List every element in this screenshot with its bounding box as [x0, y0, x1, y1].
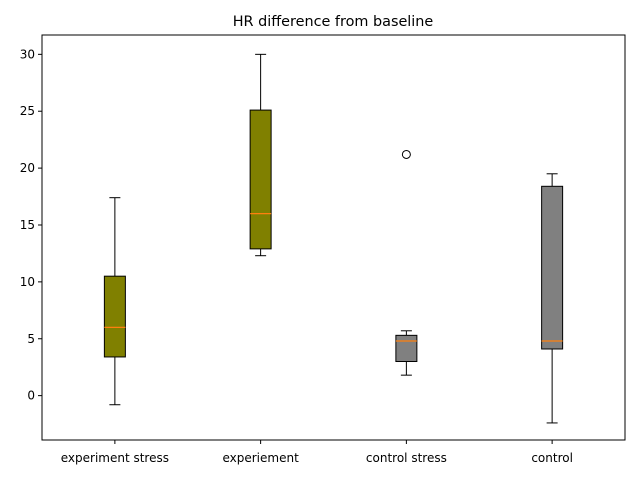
axes-frame [41, 34, 626, 441]
box [541, 185, 564, 350]
y-tick-label: 20 [20, 161, 35, 175]
box [395, 334, 418, 363]
x-tick-label: control [531, 451, 573, 465]
y-tick-label: 30 [20, 47, 35, 61]
x-tick-label: control stress [366, 451, 447, 465]
y-tick-label: 10 [20, 275, 35, 289]
plot-area: 0 5 10 15 20 25 30 experiment stress experiement… [20, 47, 573, 465]
x-tick-label: experiment stress [61, 451, 169, 465]
y-tick-label: 15 [20, 218, 35, 232]
box [103, 275, 126, 358]
outlier-point [401, 149, 411, 159]
box [249, 109, 272, 250]
y-tick-label: 5 [27, 332, 35, 346]
x-tick-label: experiement [222, 451, 299, 465]
y-tick-label: 0 [27, 389, 35, 403]
chart-title: HR difference from baseline [233, 14, 434, 30]
y-tick-label: 25 [20, 104, 35, 118]
